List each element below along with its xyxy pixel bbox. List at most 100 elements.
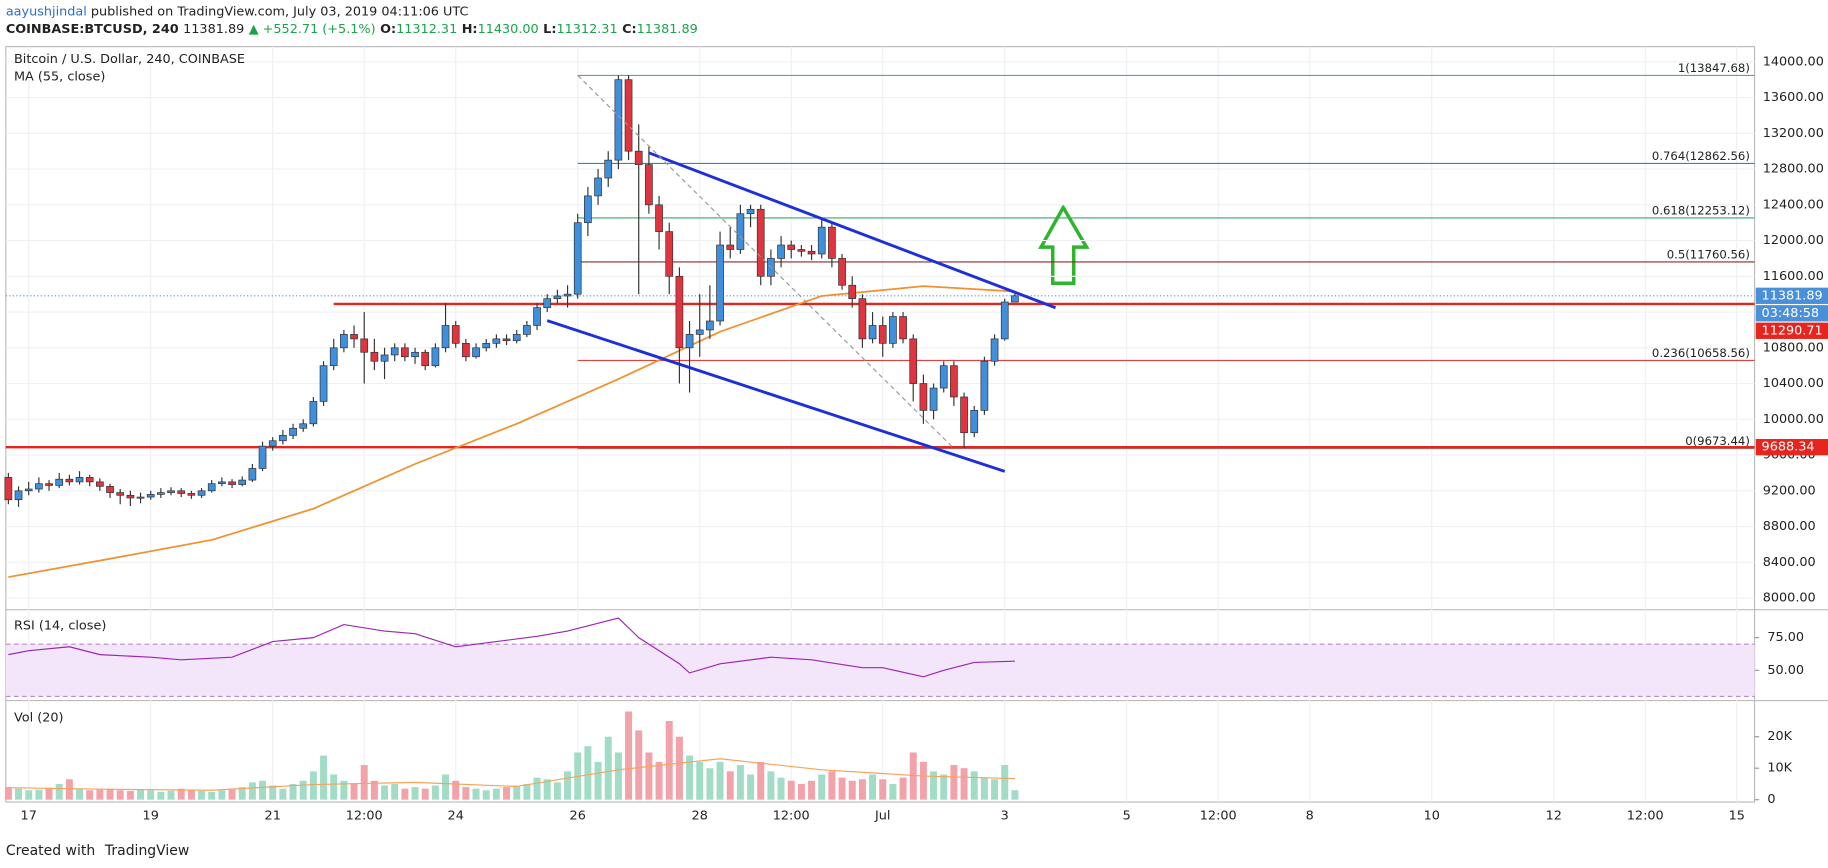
candle-body: [421, 351, 430, 367]
volume-bar: [462, 787, 470, 800]
rsi-tick-label: 50.00: [1767, 663, 1804, 678]
candle-body: [411, 351, 419, 358]
fib-label: 0.236(10658.56): [1652, 346, 1750, 360]
candle-body: [929, 387, 938, 411]
candle-body: [492, 338, 501, 344]
fib-label: 0.764(12862.56): [1652, 149, 1750, 163]
x-tick-label: 5: [1123, 809, 1131, 824]
fib-label: 0.618(12253.12): [1652, 203, 1750, 217]
volume-bar: [259, 780, 267, 800]
vol-tick-label: 10K: [1767, 761, 1792, 776]
candle-body: [441, 325, 450, 349]
candle-body: [695, 329, 704, 335]
level-tag-bg: [1755, 322, 1828, 339]
y-tick-label: 14000.00: [1763, 54, 1824, 69]
candle-body: [858, 298, 867, 340]
volume-bar: [797, 783, 805, 800]
candle-body: [319, 365, 328, 402]
countdown-tag-bg: [1755, 305, 1828, 322]
candle-body: [614, 79, 623, 161]
volume-bar: [360, 765, 368, 800]
volume-bar: [309, 771, 317, 800]
candle-body: [838, 258, 846, 286]
trendline: [577, 75, 955, 449]
rsi-band: [5, 644, 1755, 697]
symbol: COINBASE:BTCUSD, 240: [6, 22, 179, 37]
volume-bar: [147, 790, 155, 800]
candle-body: [604, 159, 613, 179]
volume-bar: [208, 791, 216, 800]
fib-label: 0(9673.44): [1685, 434, 1750, 448]
volume-bar: [635, 730, 643, 800]
volume-bar: [4, 787, 12, 800]
volume-bar: [340, 780, 348, 800]
candle-body: [75, 477, 84, 483]
candle-body: [96, 481, 104, 487]
candle-body: [126, 494, 135, 499]
x-tick-label: 3: [1001, 809, 1009, 824]
volume-bar: [370, 780, 378, 800]
x-tick-label: 12:00: [773, 809, 810, 824]
author[interactable]: aayushjindal: [6, 4, 87, 19]
volume-bar: [411, 787, 419, 800]
volume-bar: [157, 791, 165, 800]
candle-body: [553, 295, 562, 300]
volume-bar: [513, 785, 521, 800]
volume-bar: [279, 788, 287, 800]
candle-body: [268, 440, 277, 447]
candle-body: [512, 334, 521, 342]
candle-body: [665, 231, 674, 277]
candle-body: [817, 226, 826, 255]
candle-body: [502, 338, 511, 342]
volume-bar: [218, 790, 226, 800]
candle-body: [726, 244, 735, 250]
candle-body: [756, 208, 765, 277]
candle-body: [573, 222, 582, 295]
candle-body: [462, 342, 470, 358]
volume-bar: [86, 790, 94, 800]
volume-bar: [248, 782, 256, 800]
volume-bar: [350, 783, 358, 800]
volume-bar: [503, 787, 511, 800]
candle-body: [136, 496, 145, 499]
x-tick-label: 12: [1546, 809, 1562, 824]
up-arrow: [1038, 203, 1090, 286]
rsi-title: RSI (14, close): [14, 618, 106, 633]
candle-body: [970, 410, 979, 434]
y-tick-label: 8400.00: [1763, 555, 1816, 570]
candle-body: [299, 423, 308, 429]
chart-title: Bitcoin / U.S. Dollar, 240, COINBASE: [14, 52, 245, 67]
volume-bar: [431, 785, 439, 800]
candle-body: [746, 208, 755, 215]
y-tick-label: 12400.00: [1763, 197, 1824, 212]
footer-brand[interactable]: TradingView: [104, 843, 189, 859]
trendline: [648, 151, 1057, 310]
volume-bar: [452, 780, 460, 800]
volume-bar: [187, 790, 195, 800]
volume-bar: [594, 761, 602, 800]
volume-bar: [401, 788, 409, 800]
o-label: O:: [380, 22, 396, 37]
candle-body: [248, 468, 257, 481]
candle-body: [35, 483, 43, 490]
x-tick-label: Jul: [874, 809, 890, 824]
volume-bar: [15, 788, 23, 800]
volume-bar: [625, 711, 633, 800]
candle-body: [828, 226, 836, 259]
candle-body: [624, 79, 633, 152]
candle-body: [472, 347, 480, 358]
volume-bar: [991, 779, 999, 800]
candle-body: [584, 195, 592, 224]
ma-label: MA (55, close): [14, 69, 105, 84]
candle-body: [950, 365, 958, 398]
symbol-line: COINBASE:BTCUSD, 240 11381.89 ▲ +552.71 …: [6, 22, 698, 37]
candle-body: [990, 338, 999, 362]
volume-bar: [177, 788, 185, 800]
volume-bar: [747, 774, 755, 800]
candle-body: [675, 275, 684, 349]
volume-bar: [858, 779, 866, 800]
fib-label: 0.5(11760.56): [1667, 247, 1750, 261]
candle-body: [848, 284, 857, 300]
candle-body: [106, 485, 114, 493]
x-tick-label: 8: [1306, 809, 1314, 824]
